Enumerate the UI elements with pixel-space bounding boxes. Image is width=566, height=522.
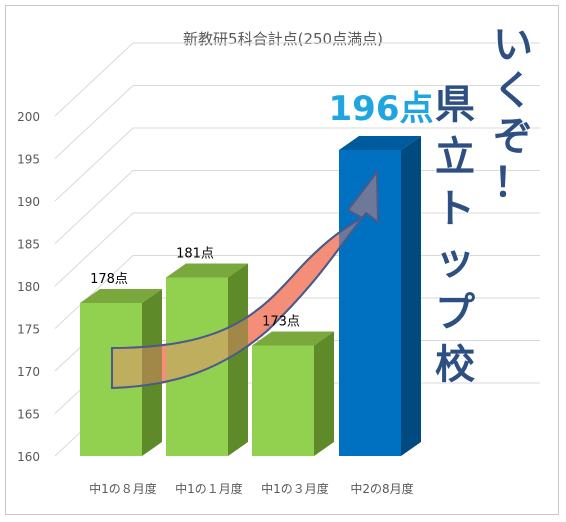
annotation-char: い <box>493 22 533 68</box>
bar <box>252 345 314 456</box>
trend-arrow <box>111 169 380 390</box>
y-tick-label: 180 <box>17 280 40 294</box>
x-tick-label: 中1の１月度 <box>175 481 243 496</box>
annotation-char: 校 <box>435 342 475 388</box>
y-tick-label: 175 <box>17 323 40 337</box>
arrow-overlay <box>111 169 380 390</box>
gridline-diagonal <box>54 212 134 287</box>
annotation-char: 立 <box>435 134 475 180</box>
bar-side <box>401 136 421 456</box>
bar-side <box>314 331 334 456</box>
y-tick-label: 165 <box>17 408 40 422</box>
annotation-char: ッ <box>435 238 475 284</box>
data-label: 178点 <box>90 272 128 287</box>
annotation-char: ぞ <box>493 114 533 160</box>
gridline-diagonal <box>54 127 134 202</box>
bar-side <box>142 289 162 456</box>
y-axis-ticks: 160 165 170 175 180 185 190 195 200 <box>17 110 40 464</box>
x-tick-label: 中1の３月度 <box>261 481 329 496</box>
bar-side <box>228 263 248 456</box>
x-tick-label: 中2の8月度 <box>350 481 413 496</box>
gridline-diagonal <box>54 170 134 244</box>
annotation-char: プ <box>435 290 475 336</box>
bar-top <box>252 331 334 346</box>
annotation-char: 県 <box>435 82 475 128</box>
gridline-diagonal <box>54 255 134 329</box>
annotation-char: ！ <box>493 160 533 206</box>
bar-top <box>80 289 162 303</box>
y-tick-label: 160 <box>17 450 40 464</box>
y-tick-label: 195 <box>17 153 40 167</box>
data-label: 173点 <box>262 315 300 330</box>
y-tick-label: 170 <box>17 365 40 379</box>
y-tick-label: 200 <box>17 110 40 124</box>
gridline-diagonal <box>54 42 134 117</box>
data-labels: 178点 181点 173点 196点 <box>90 89 433 330</box>
x-axis-labels: 中1の８月度 中1の１月度 中1の３月度 中2の8月度 <box>89 481 413 496</box>
data-label: 196点 <box>329 89 434 129</box>
y-tick-label: 185 <box>17 238 40 252</box>
annotation-char: ト <box>435 186 475 232</box>
bar <box>339 150 401 456</box>
gridline-diagonal <box>54 85 134 159</box>
annotation-char: く <box>493 68 533 114</box>
bar <box>166 277 228 456</box>
bar-top <box>166 263 248 278</box>
chart-title: 新教研5科合計点(250点満点) <box>183 30 383 48</box>
y-tick-label: 190 <box>17 195 40 209</box>
x-tick-label: 中1の８月度 <box>89 481 157 496</box>
data-label: 181点 <box>176 247 214 262</box>
bar-top <box>339 136 421 150</box>
